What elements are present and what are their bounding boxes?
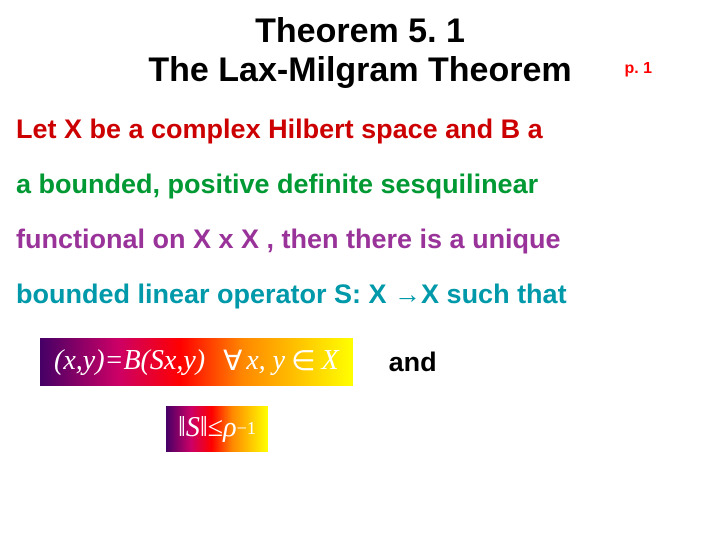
and-label: and — [389, 347, 437, 378]
body-line-2: a bounded, positive definite sesquilinea… — [0, 169, 720, 200]
f2-leq: ≤ — [208, 412, 223, 444]
formula-2: ‖S‖ ≤ ρ−1 — [166, 406, 268, 452]
f1-forall: ∀ — [223, 344, 242, 378]
formula-row-2: ‖S‖ ≤ ρ−1 — [150, 406, 720, 452]
f2-norm-close: ‖ — [200, 412, 208, 444]
f1-open: ( — [54, 345, 63, 377]
body-line-3: functional on X x X , then there is a un… — [0, 224, 720, 255]
f1-x: x — [63, 345, 75, 377]
f1-in: ∈ — [291, 344, 315, 378]
f1-y: y — [83, 345, 95, 377]
f2-exp: −1 — [237, 418, 256, 439]
f1-X: X — [321, 345, 338, 377]
body-line-4: bounded linear operator S: X →X such tha… — [0, 279, 720, 310]
f1-y2: y — [183, 345, 195, 377]
formula-row-1: (x, y) = B(Sx, y)∀x, y∈X and — [0, 338, 720, 386]
title-line-1: Theorem 5. 1 — [0, 12, 720, 51]
f1-B: B — [123, 345, 140, 377]
f1-open2: ( — [141, 345, 150, 377]
f2-rho: ρ — [223, 412, 236, 444]
title-line-2: The Lax-Milgram Theorem — [0, 51, 720, 90]
page-number: p. 1 — [624, 60, 652, 78]
f2-norm-open: ‖ — [178, 412, 186, 444]
f1-comma: , — [76, 345, 83, 377]
f1-close: ) — [95, 345, 104, 377]
f1-close2: ) — [196, 345, 205, 377]
formula-1: (x, y) = B(Sx, y)∀x, y∈X — [40, 338, 353, 386]
f1-xy: x, y — [246, 345, 285, 377]
f2-S: S — [186, 412, 200, 444]
f1-Sx: Sx — [150, 345, 176, 377]
body-line-1: Let X be a complex Hilbert space and B a — [0, 114, 720, 145]
f1-eq: = — [105, 345, 124, 377]
title-block: Theorem 5. 1 The Lax-Milgram Theorem p. … — [0, 0, 720, 90]
